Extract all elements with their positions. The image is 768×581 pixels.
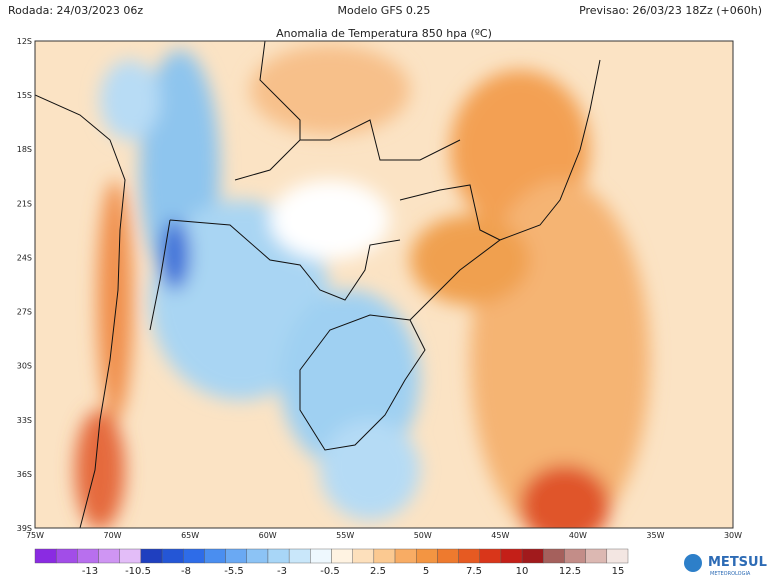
- model-label: Modelo GFS 0.25: [338, 4, 431, 17]
- logo-name: METSUL: [708, 555, 767, 570]
- lon-label: 55W: [336, 531, 354, 540]
- colorbar-swatch: [352, 548, 375, 564]
- colorbar-label: -3: [277, 566, 287, 577]
- colorbar-swatch: [521, 548, 544, 564]
- run-label: Rodada: 24/03/2023 06z: [8, 4, 143, 17]
- map-title: Anomalia de Temperatura 850 hpa (ºC): [276, 27, 492, 40]
- colorbar-swatch: [246, 548, 269, 564]
- colorbar-label: 10: [516, 566, 529, 577]
- colorbar-swatch: [77, 548, 99, 564]
- lon-label: 30W: [724, 531, 742, 540]
- logo-icon: [684, 554, 702, 572]
- colorbar-swatch: [140, 548, 163, 564]
- colorbar-swatch: [479, 548, 502, 564]
- colorbar-swatch: [310, 548, 332, 564]
- lat-label: 36S: [17, 470, 32, 479]
- logo-tagline: METEOROLOGIA: [710, 571, 751, 577]
- lat-label: 24S: [17, 253, 32, 262]
- colorbar-label: -10.5: [125, 566, 151, 577]
- lat-label: 15S: [17, 91, 32, 100]
- lat-label: 39S: [17, 524, 32, 533]
- colorbar-label: 2.5: [370, 566, 386, 577]
- lat-label: 21S: [17, 199, 32, 208]
- colorbar-swatch: [606, 548, 629, 564]
- colorbar-swatch: [543, 548, 565, 564]
- colorbar-label: 5: [423, 566, 429, 577]
- colorbar-label: -5.5: [224, 566, 244, 577]
- lon-label: 65W: [181, 531, 199, 540]
- forecast-label: Previsao: 26/03/23 18Zz (+060h): [579, 4, 762, 17]
- colorbar-swatch: [394, 548, 417, 564]
- anomaly-field: [35, 41, 733, 528]
- colorbar-swatch: [331, 548, 353, 564]
- colorbar-label: 12.5: [559, 566, 581, 577]
- lat-label: 12S: [17, 37, 32, 46]
- colorbar-swatch: [267, 548, 290, 564]
- colorbar-label: -8: [181, 566, 191, 577]
- colorbar-swatch: [437, 548, 459, 564]
- lat-label: 30S: [17, 362, 32, 371]
- colorbar-swatch: [34, 548, 57, 564]
- colorbar-label: -13: [82, 566, 98, 577]
- map-frame: [34, 40, 734, 529]
- lon-label: 75W: [26, 531, 44, 540]
- colorbar-label: 15: [612, 566, 625, 577]
- lat-label: 33S: [17, 416, 32, 425]
- colorbar-swatch: [585, 548, 608, 564]
- colorbar-swatch: [161, 548, 184, 564]
- colorbar-swatch: [373, 548, 396, 564]
- colorbar-swatch: [119, 548, 142, 564]
- lon-label: 70W: [104, 531, 122, 540]
- colorbar-swatch: [500, 548, 523, 564]
- colorbar-swatch: [416, 548, 438, 564]
- lat-label: 27S: [17, 308, 32, 317]
- lon-label: 50W: [414, 531, 432, 540]
- lon-label: 35W: [646, 531, 664, 540]
- colorbar-swatch: [98, 548, 120, 564]
- colorbar-swatch: [458, 548, 480, 564]
- lon-label: 60W: [259, 531, 277, 540]
- lat-label: 18S: [17, 145, 32, 154]
- colorbar-swatch: [225, 548, 247, 564]
- colorbar-swatch: [564, 548, 586, 564]
- colorbar-swatch: [183, 548, 205, 564]
- lon-label: 45W: [491, 531, 509, 540]
- lon-label: 40W: [569, 531, 587, 540]
- colorbar-label: -0.5: [320, 566, 340, 577]
- colorbar-swatch: [55, 548, 78, 564]
- colorbar-swatch: [204, 548, 226, 564]
- colorbar-label: 7.5: [466, 566, 482, 577]
- colorbar-swatch: [288, 548, 311, 564]
